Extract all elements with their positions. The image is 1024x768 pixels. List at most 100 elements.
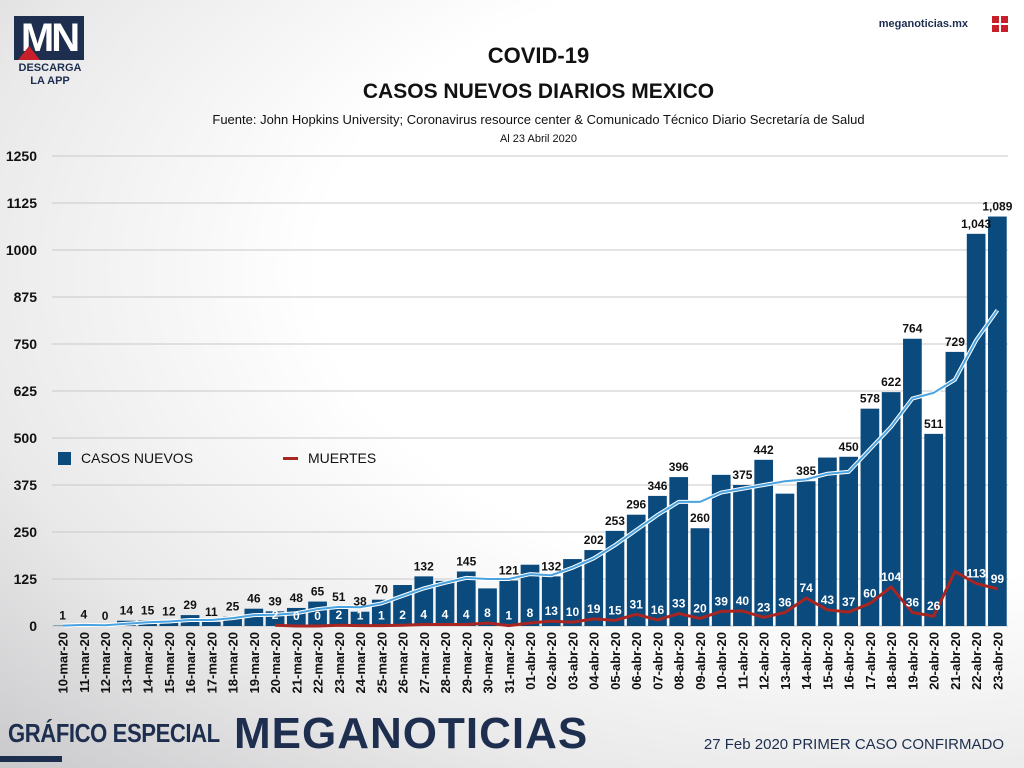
bar-data-label: 1,043 [961, 217, 991, 231]
bar [988, 216, 1007, 626]
bar-data-label: 14 [120, 604, 134, 618]
source-note: Fuente: John Hopkins University; Coronav… [212, 112, 865, 127]
bar-data-label: 396 [669, 460, 689, 474]
bar-data-label: 260 [690, 511, 710, 525]
bar-data-label: 132 [541, 559, 561, 573]
legend-cases: CASOS NUEVOS [58, 450, 193, 466]
deaths-data-label: 74 [799, 581, 813, 595]
deaths-data-label: 31 [630, 597, 644, 611]
x-tick-label: 23-mar-20 [332, 632, 347, 693]
y-tick-label: 1250 [6, 148, 37, 164]
bar [860, 408, 880, 626]
x-tick-label: 17-mar-20 [204, 632, 219, 693]
bar [478, 588, 497, 626]
bar [711, 474, 731, 626]
bar-data-label: 51 [332, 590, 346, 604]
y-tick-label: 750 [14, 336, 38, 352]
bar-data-label: 375 [732, 468, 752, 482]
bar-data-label: 578 [860, 392, 880, 406]
bar [159, 621, 179, 626]
y-tick-label: 0 [29, 618, 37, 634]
bar [796, 481, 816, 626]
bar [945, 351, 965, 626]
bar-data-label: 622 [881, 375, 901, 389]
bar-data-label: 145 [456, 554, 476, 568]
x-tick-label: 20-abr-20 [927, 632, 942, 690]
bar [456, 571, 476, 626]
x-tick-label: 23-abr-20 [990, 632, 1005, 690]
deaths-data-label: 23 [757, 600, 771, 614]
bar [881, 392, 901, 626]
x-tick-label: 02-abr-20 [544, 632, 559, 690]
deaths-data-label: 60 [863, 586, 877, 600]
y-tick-label: 375 [14, 477, 38, 493]
y-tick-label: 875 [14, 289, 38, 305]
x-tick-label: 05-abr-20 [608, 632, 623, 690]
bar [775, 493, 795, 626]
deaths-data-label: 36 [906, 595, 920, 609]
bar-data-label: 729 [945, 335, 965, 349]
bar-data-label: 70 [375, 583, 389, 597]
y-tick-label: 1000 [6, 242, 37, 258]
bar [435, 580, 455, 626]
bar [350, 611, 370, 626]
bar [563, 559, 582, 626]
legend-deaths: MUERTES [283, 450, 376, 466]
footer-brand: MEGANOTICIAS [234, 709, 589, 758]
x-tick-label: 27-mar-20 [417, 632, 432, 693]
bar [839, 456, 859, 626]
deaths-data-label: 4 [420, 607, 427, 621]
deaths-data-label: 2 [272, 608, 279, 622]
deaths-data-label: 8 [484, 606, 491, 620]
footer-accent [0, 756, 62, 762]
site-url[interactable]: meganoticias.mx [878, 18, 968, 30]
x-tick-label: 10-mar-20 [56, 632, 71, 693]
bar-data-label: 132 [414, 559, 434, 573]
x-tick-label: 11-mar-20 [77, 632, 92, 693]
x-tick-label: 26-mar-20 [396, 632, 411, 693]
bar-data-label: 65 [311, 585, 325, 599]
deaths-data-label: 0 [314, 609, 321, 623]
x-tick-label: 06-abr-20 [629, 632, 644, 690]
x-tick-label: 15-mar-20 [162, 632, 177, 693]
deaths-data-label: 37 [842, 595, 856, 609]
bar [626, 514, 646, 626]
bar [818, 457, 837, 626]
bar-data-label: 202 [584, 533, 604, 547]
x-tick-label: 18-abr-20 [884, 632, 899, 690]
x-tick-label: 01-abr-20 [523, 632, 538, 690]
deaths-data-label: 43 [821, 593, 835, 607]
deaths-data-label: 4 [442, 607, 449, 621]
bar-data-label: 385 [796, 464, 816, 478]
deaths-data-label: 104 [881, 570, 901, 584]
x-tick-label: 14-mar-20 [141, 632, 156, 693]
x-tick-label: 19-mar-20 [247, 632, 262, 693]
bar [499, 580, 519, 626]
deaths-data-label: 4 [463, 607, 470, 621]
x-tick-label: 22-abr-20 [969, 632, 984, 690]
deaths-data-label: 36 [778, 595, 792, 609]
bar [648, 495, 667, 626]
x-tick-label: 08-abr-20 [672, 632, 687, 690]
x-tick-label: 15-abr-20 [820, 632, 835, 690]
app-logo[interactable]: MN DESCARGA LA APP [14, 16, 86, 88]
trend-line [62, 309, 999, 627]
bar-data-label: 442 [754, 443, 774, 457]
bar-data-label: 0 [102, 609, 109, 623]
grid-icon[interactable] [992, 16, 1008, 32]
x-tick-label: 11-abr-20 [735, 632, 750, 689]
deaths-data-label: 33 [672, 597, 686, 611]
bar [520, 564, 540, 626]
x-tick-label: 30-mar-20 [481, 632, 496, 693]
bar [605, 530, 625, 626]
bar-data-label: 11 [205, 605, 218, 619]
legend-deaths-label: MUERTES [308, 450, 377, 466]
deaths-data-label: 20 [693, 601, 707, 615]
y-tick-label: 625 [14, 383, 38, 399]
x-tick-label: 13-mar-20 [119, 632, 134, 693]
bar-data-label: 4 [81, 607, 88, 621]
bar [223, 616, 242, 626]
deaths-data-label: 19 [587, 602, 601, 616]
logo-mark: MN [14, 16, 84, 60]
bar-data-label: 346 [647, 479, 667, 493]
